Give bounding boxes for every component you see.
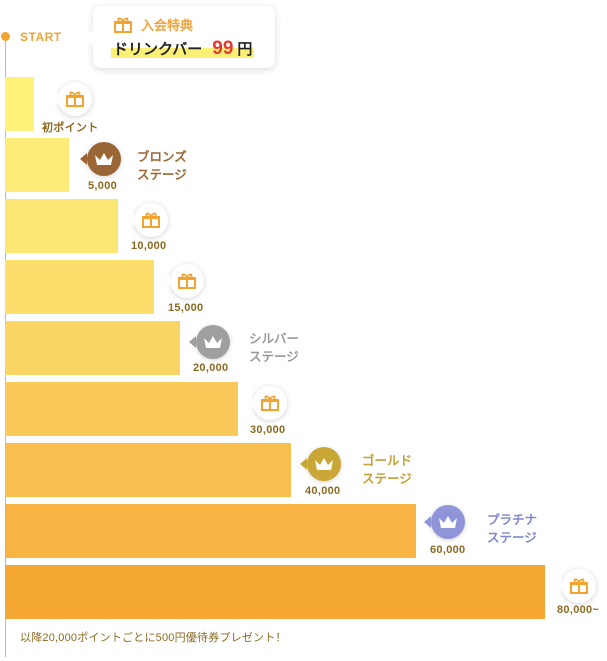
crown-badge [189,325,230,359]
crown-icon [314,456,334,472]
tier-amount: 20,000 [193,362,229,374]
tier-amount: 10,000 [131,240,167,252]
crown-icon [438,514,458,530]
gift-icon [141,212,161,228]
welcome-text: ドリンクバー [113,41,203,58]
gift-icon [113,16,133,33]
tier-bar [5,260,154,314]
tier-bar [5,382,238,436]
crown-badge [424,505,465,539]
tier-amount: 60,000 [430,544,466,556]
tier-bar [5,443,291,497]
gift-icon [569,578,589,594]
stage-label: ブロンズ ステージ [137,150,187,182]
crown-icon [94,151,114,167]
stage-label: シルバー ステージ [249,332,300,364]
gift-icon [65,91,85,107]
gift-icon [260,395,280,411]
tier-amount: 30,000 [250,424,286,436]
tier-amount: 15,000 [168,302,204,314]
welcome-unit: 円 [237,41,253,58]
gift-badge [555,569,596,603]
crown-icon [203,334,223,350]
gift-badge [163,264,204,298]
tier-bar [5,77,34,131]
welcome-number: 99 [212,38,234,59]
tier-bar [5,138,69,192]
stage-label: ゴールド ステージ [362,454,413,486]
stage-label: プラチナ ステージ [487,513,538,545]
tier-bar [5,321,180,375]
tier-amount: 80,000~ [557,604,600,616]
gift-icon [177,273,197,289]
tier-bar [5,199,118,253]
start-dot [1,32,10,41]
tier-bar [5,504,416,558]
welcome-bonus-card: 入会特典 ドリンクバー 99 円 [85,6,275,68]
welcome-title: 入会特典 [141,18,194,33]
tier-bar [5,565,545,619]
start-label: START [20,30,62,44]
gift-badge [51,82,92,116]
crown-badge [80,142,121,176]
gift-badge [127,203,168,237]
gift-badge [246,386,287,420]
crown-badge [300,447,341,481]
footer-note: 以降20,000ポイントごとに500円優待券プレゼント！ [20,632,287,644]
tier-amount: 5,000 [88,180,118,192]
tier-amount: 初ポイント [42,122,99,134]
tier-amount: 40,000 [305,485,341,497]
